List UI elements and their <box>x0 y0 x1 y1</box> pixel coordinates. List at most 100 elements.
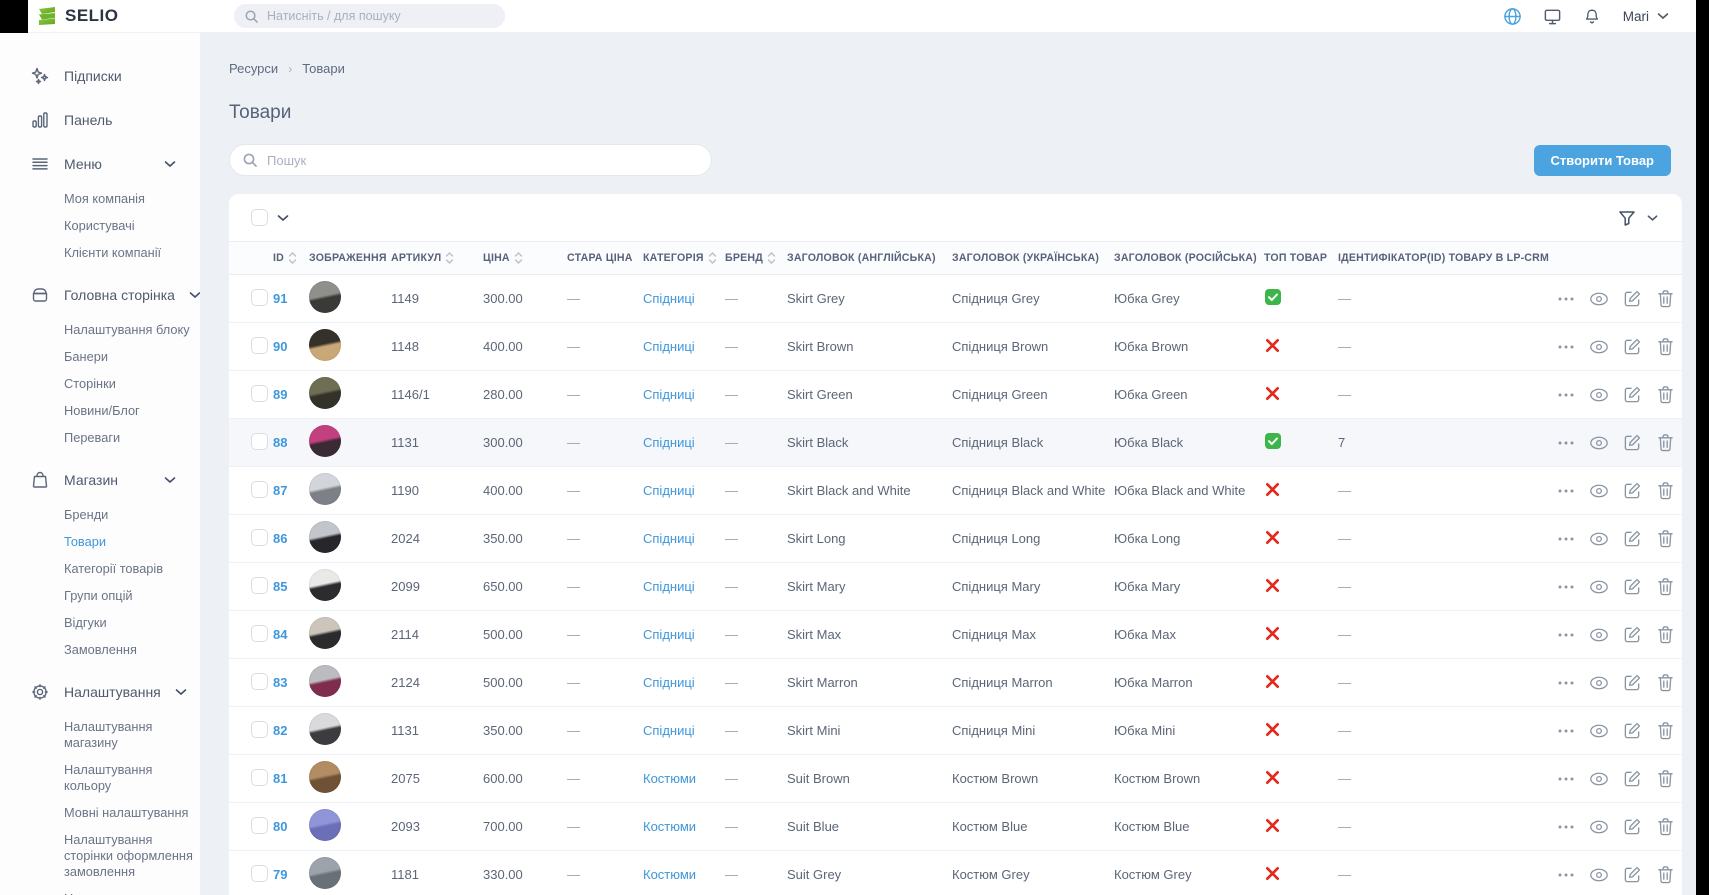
products-search[interactable] <box>229 144 712 176</box>
view-button[interactable] <box>1589 577 1609 597</box>
more-actions-button[interactable] <box>1556 769 1576 789</box>
product-image[interactable] <box>309 617 341 649</box>
column-header[interactable]: АРТИКУЛ <box>387 241 479 275</box>
sort-icon[interactable] <box>514 251 523 265</box>
row-checkbox[interactable] <box>251 288 268 306</box>
delete-button[interactable] <box>1655 817 1675 837</box>
more-actions-button[interactable] <box>1556 673 1576 693</box>
more-actions-button[interactable] <box>1556 433 1576 453</box>
product-id-link[interactable]: 80 <box>273 819 288 834</box>
more-actions-button[interactable] <box>1556 529 1576 549</box>
sidebar-item-3-0[interactable]: Налаштування блоку <box>64 321 190 337</box>
edit-button[interactable] <box>1622 337 1642 357</box>
sidebar-item-4-3[interactable]: Групи опцій <box>64 587 133 603</box>
product-image[interactable] <box>309 713 341 745</box>
delete-button[interactable] <box>1655 433 1675 453</box>
category-link[interactable]: Спідниці <box>643 531 695 546</box>
delete-button[interactable] <box>1655 385 1675 405</box>
delete-button[interactable] <box>1655 721 1675 741</box>
category-link[interactable]: Костюми <box>643 867 697 882</box>
more-actions-button[interactable] <box>1556 385 1576 405</box>
app-logo[interactable]: SELIO <box>36 5 196 27</box>
category-link[interactable]: Спідниці <box>643 339 695 354</box>
edit-button[interactable] <box>1622 577 1642 597</box>
product-image[interactable] <box>309 521 341 553</box>
category-link[interactable]: Спідниці <box>643 675 695 690</box>
product-image[interactable] <box>309 425 341 457</box>
sidebar-section-1[interactable]: Панель <box>30 105 190 135</box>
product-id-link[interactable]: 81 <box>273 771 288 786</box>
filter-icon[interactable] <box>1617 208 1637 228</box>
product-id-link[interactable]: 82 <box>273 723 288 738</box>
view-button[interactable] <box>1589 865 1609 885</box>
more-actions-button[interactable] <box>1556 577 1576 597</box>
category-link[interactable]: Спідниці <box>643 723 695 738</box>
sidebar-item-3-1[interactable]: Банери <box>64 348 108 364</box>
column-header[interactable]: ЦІНА <box>479 241 563 275</box>
product-image[interactable] <box>309 665 341 697</box>
more-actions-button[interactable] <box>1556 721 1576 741</box>
product-id-link[interactable]: 85 <box>273 579 288 594</box>
sidebar-item-3-2[interactable]: Сторінки <box>64 375 116 391</box>
more-actions-button[interactable] <box>1556 625 1576 645</box>
delete-button[interactable] <box>1655 481 1675 501</box>
row-checkbox[interactable] <box>251 768 268 786</box>
product-id-link[interactable]: 84 <box>273 627 288 642</box>
delete-button[interactable] <box>1655 289 1675 309</box>
edit-button[interactable] <box>1622 529 1642 549</box>
sidebar-item-5-4[interactable]: Налаштування скриптів <box>64 885 198 895</box>
create-product-button[interactable]: Створити Товар <box>1533 144 1671 176</box>
delete-button[interactable] <box>1655 769 1675 789</box>
sidebar-item-2-2[interactable]: Клієнти компанії <box>64 244 162 260</box>
delete-button[interactable] <box>1655 529 1675 549</box>
select-all-checkbox[interactable] <box>251 209 268 226</box>
row-checkbox[interactable] <box>251 672 268 690</box>
sidebar-item-4-1[interactable]: Товари <box>64 533 106 549</box>
user-menu[interactable]: Mari <box>1623 9 1669 24</box>
product-image[interactable] <box>309 857 341 889</box>
edit-button[interactable] <box>1622 433 1642 453</box>
product-image[interactable] <box>309 281 341 313</box>
product-image[interactable] <box>309 761 341 793</box>
edit-button[interactable] <box>1622 289 1642 309</box>
sort-icon[interactable] <box>708 251 717 265</box>
product-id-link[interactable]: 79 <box>273 867 288 882</box>
view-button[interactable] <box>1589 289 1609 309</box>
row-checkbox[interactable] <box>251 336 268 354</box>
language-globe-icon[interactable] <box>1503 7 1522 26</box>
edit-button[interactable] <box>1622 865 1642 885</box>
breadcrumb-products[interactable]: Товари <box>302 61 345 76</box>
view-button[interactable] <box>1589 337 1609 357</box>
product-image[interactable] <box>309 377 341 409</box>
category-link[interactable]: Спідниці <box>643 387 695 402</box>
view-button[interactable] <box>1589 433 1609 453</box>
notifications-bell-icon[interactable] <box>1583 7 1602 26</box>
sort-icon[interactable] <box>445 251 454 265</box>
sidebar-item-4-4[interactable]: Відгуки <box>64 614 107 630</box>
chevron-down-icon[interactable] <box>1647 214 1658 222</box>
global-search[interactable] <box>234 4 505 28</box>
product-id-link[interactable]: 90 <box>273 339 288 354</box>
category-link[interactable]: Спідниці <box>643 627 695 642</box>
sort-icon[interactable] <box>288 251 297 265</box>
product-id-link[interactable]: 88 <box>273 435 288 450</box>
row-checkbox[interactable] <box>251 624 268 642</box>
row-checkbox[interactable] <box>251 528 268 546</box>
product-image[interactable] <box>309 473 341 505</box>
sidebar-item-4-2[interactable]: Категорії товарів <box>64 560 164 576</box>
delete-button[interactable] <box>1655 577 1675 597</box>
delete-button[interactable] <box>1655 625 1675 645</box>
row-checkbox[interactable] <box>251 864 268 882</box>
more-actions-button[interactable] <box>1556 865 1576 885</box>
global-search-input[interactable] <box>267 9 495 23</box>
view-button[interactable] <box>1589 529 1609 549</box>
breadcrumb-resources[interactable]: Ресурси <box>229 61 279 76</box>
column-header[interactable]: БРЕНД <box>721 241 783 275</box>
category-link[interactable]: Костюми <box>643 819 697 834</box>
more-actions-button[interactable] <box>1556 337 1576 357</box>
sidebar-item-5-1[interactable]: Налаштування кольору <box>64 761 153 793</box>
sidebar-item-5-3[interactable]: Налаштування сторінки оформлення замовле… <box>64 831 193 879</box>
sidebar-section-5[interactable]: Налаштування <box>30 677 190 707</box>
edit-button[interactable] <box>1622 721 1642 741</box>
sidebar-item-4-0[interactable]: Бренди <box>64 506 109 522</box>
